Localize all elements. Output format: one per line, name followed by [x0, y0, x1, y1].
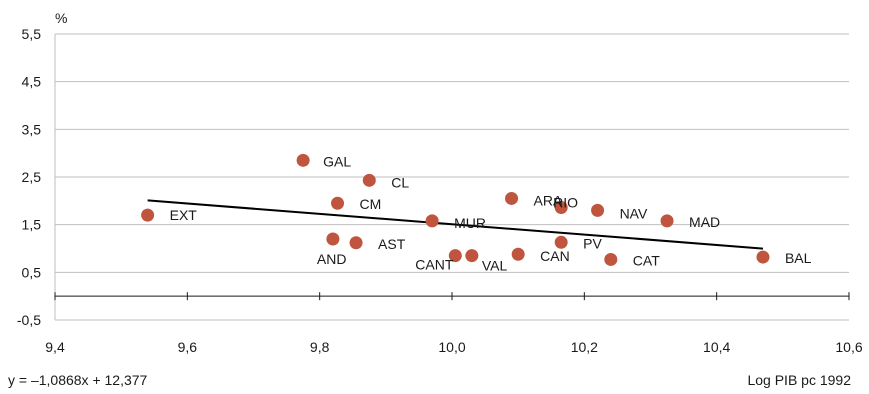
- point-label-bal: BAL: [785, 250, 812, 266]
- point-label-ast: AST: [378, 236, 406, 252]
- trendline-group: [147, 199, 764, 250]
- data-point-cl: [362, 173, 376, 187]
- point-label-ext: EXT: [170, 207, 198, 223]
- x-tick-label: 9,8: [310, 339, 330, 355]
- point-label-ara: ARA: [534, 192, 563, 208]
- y-tick-label: 3,5: [22, 121, 42, 137]
- x-tick-label: 10,0: [438, 339, 465, 355]
- y-tick-label: -0,5: [17, 312, 41, 328]
- data-point-mur: [425, 214, 439, 228]
- point-label-nav: NAV: [620, 205, 648, 221]
- trendline: [147, 199, 764, 250]
- y-tick-label: 2,5: [22, 169, 42, 185]
- x-tick-label: 9,4: [45, 339, 65, 355]
- point-label-cant: CANT: [415, 257, 454, 273]
- data-point-and: [326, 232, 340, 246]
- data-point-val: [465, 249, 479, 263]
- x-tick-label: 10,4: [703, 339, 730, 355]
- point-label-can: CAN: [540, 248, 570, 264]
- data-point-ast: [349, 236, 363, 250]
- y-tick-label: 0,5: [22, 264, 42, 280]
- x-tick-label: 9,6: [178, 339, 198, 355]
- x-tick-label: 10,2: [571, 339, 598, 355]
- point-label-gal: GAL: [323, 153, 351, 169]
- data-point-cm: [331, 196, 345, 210]
- data-point-ara: [505, 191, 519, 205]
- data-point-rio: [554, 201, 568, 215]
- data-point-mad: [660, 214, 674, 228]
- y-axis-tick-labels: 5,5 4,5 3,5 2,5 1,5 0,5 -0,5: [17, 26, 41, 328]
- data-point-gal: [296, 153, 310, 167]
- y-axis-unit-label: %: [55, 10, 67, 26]
- trendline-equation: y = –1,0868x + 12,377: [8, 372, 148, 388]
- point-label-mur: MUR: [454, 215, 486, 231]
- y-tick-label: 5,5: [22, 26, 42, 42]
- data-point-ext: [141, 208, 155, 222]
- point-label-cl: CL: [391, 174, 409, 190]
- y-tick-label: 4,5: [22, 74, 42, 90]
- data-point-cat: [604, 252, 618, 266]
- point-label-mad: MAD: [689, 214, 720, 230]
- data-point-pv: [554, 235, 568, 249]
- point-label-cat: CAT: [633, 252, 660, 268]
- x-axis: [54, 292, 850, 301]
- data-points: [141, 153, 770, 266]
- point-label-cm: CM: [360, 196, 382, 212]
- data-point-can: [511, 247, 525, 261]
- x-axis-tick-labels: 9,4 9,6 9,8 10,0 10,2 10,4 10,6: [45, 339, 863, 355]
- point-label-val: VAL: [482, 258, 508, 274]
- x-axis-title: Log PIB pc 1992: [747, 372, 851, 388]
- x-tick-label: 10,6: [835, 339, 862, 355]
- data-point-nav: [591, 203, 605, 217]
- point-label-rio: RIO: [553, 195, 578, 211]
- data-point-cant: [448, 249, 462, 263]
- y-tick-label: 1,5: [22, 217, 42, 233]
- grid-lines: [54, 33, 849, 321]
- point-label-pv: PV: [583, 235, 602, 251]
- point-label-and: AND: [317, 251, 347, 267]
- data-point-bal: [756, 250, 770, 264]
